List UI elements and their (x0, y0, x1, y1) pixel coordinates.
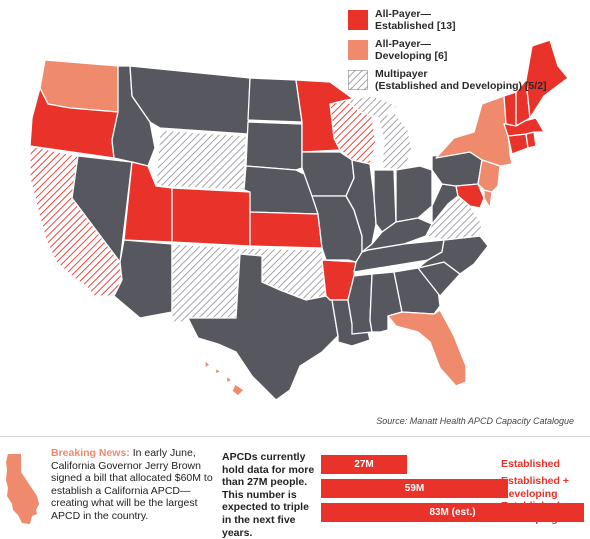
bar-established-developing: 59M (321, 479, 508, 498)
state-oh (395, 165, 433, 223)
state-co (171, 187, 251, 247)
state-fl (387, 309, 467, 387)
bar-label-established: Established (501, 458, 560, 470)
coverage-bar-chart: 27M Established 59M Established + Develo… (321, 455, 590, 527)
divider (0, 436, 590, 437)
state-ks (249, 211, 323, 249)
legend-item-multipayer: Multipayer (Established and Developing) [… (348, 68, 586, 96)
state-ri (525, 131, 537, 149)
state-hi (204, 359, 245, 397)
map-legend: All-Payer— Established [13] All-Payer— Dev… (348, 8, 586, 98)
state-ms (347, 273, 373, 335)
state-nj (477, 159, 501, 193)
state-de (483, 189, 493, 209)
bar-established-developing-ca: 83M (est.) (321, 503, 584, 522)
apcd-stat-text: APCDs currently hold data for more than … (222, 451, 315, 539)
bar-value: 59M (404, 483, 425, 494)
legend-sub-label: (Established and Developing) [5/2] (375, 80, 547, 92)
breaking-news-body: In early June, California Governor Jerry… (51, 447, 213, 522)
state-nd (247, 77, 303, 123)
bar-label-established-developing: Established + Developing (501, 475, 569, 500)
legend-sub-label: Developing [6] (375, 50, 448, 62)
legend-swatch-multipayer (348, 70, 368, 90)
state-nm (171, 243, 241, 323)
legend-item-established: All-Payer— Established [13] (348, 8, 586, 36)
state-in (373, 169, 397, 233)
state-ia (301, 151, 355, 197)
bar-established: 27M (321, 455, 407, 474)
legend-swatch-developing (348, 40, 368, 60)
state-wy (155, 129, 247, 191)
bar-value: 83M (est.) (429, 507, 476, 518)
state-nc (417, 235, 489, 275)
legend-sub-label: Established [13] (375, 20, 456, 32)
legend-label: Multipayer (375, 68, 428, 80)
legend-swatch-established (348, 10, 368, 30)
legend-label: All-Payer— (375, 38, 432, 50)
breaking-news: Breaking News: In early June, California… (51, 447, 218, 523)
legend-label: All-Payer— (375, 8, 432, 20)
state-az (113, 239, 173, 319)
state-sd (245, 121, 303, 171)
california-icon (6, 454, 39, 524)
breaking-news-heading: Breaking News: (51, 447, 130, 459)
state-ct (507, 133, 529, 155)
us-apcd-map (29, 39, 569, 401)
bar-value: 27M (354, 459, 374, 470)
bar-label-established-developing-ca: Established + Developing + CA (501, 500, 585, 525)
source-note: Source: Manatt Health APCD Capacity Cata… (376, 416, 574, 426)
state-mi (345, 95, 413, 171)
legend-item-developing: All-Payer— Developing [6] (348, 38, 586, 66)
state-me (525, 39, 569, 119)
